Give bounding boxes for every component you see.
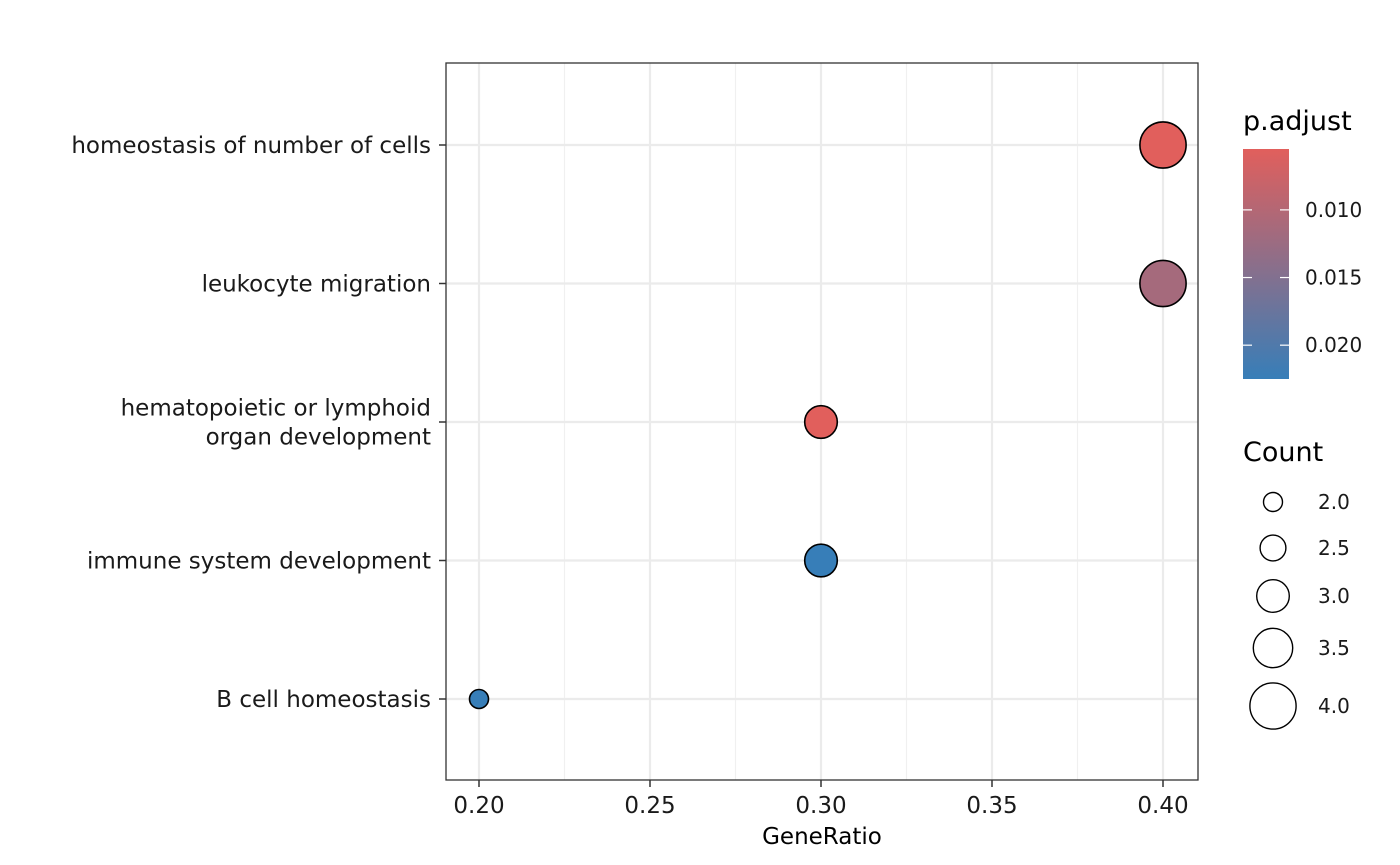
data-point (1139, 121, 1187, 169)
size-legend-label: 3.5 (1318, 636, 1350, 660)
y-tick-label: leukocyte migration (202, 272, 431, 298)
x-tick-label: 0.35 (966, 793, 1017, 819)
size-legend-items: 2.0 2.5 3.0 3.5 4.0 (1249, 490, 1350, 730)
color-legend-title: p.adjust (1243, 106, 1352, 137)
x-axis-title: GeneRatio (762, 824, 882, 850)
size-legend: Count 2.0 2.5 3.0 3.5 4.0 (1243, 437, 1350, 730)
size-legend-key (1252, 627, 1294, 669)
size-legend-key (1249, 682, 1297, 730)
y-tick-label: immune system development (87, 549, 431, 575)
x-tick-label: 0.25 (624, 793, 675, 819)
color-legend: p.adjust 0.010 0.015 0.020 (1243, 106, 1362, 379)
size-legend-key (1255, 579, 1290, 614)
y-tick-label-line: organ development (206, 425, 431, 451)
y-tick-label-line: homeostasis of number of cells (71, 133, 431, 159)
x-tick-label: 0.30 (795, 793, 846, 819)
color-legend-label: 0.010 (1305, 198, 1362, 222)
size-legend-key (1259, 534, 1287, 562)
color-legend-label: 0.015 (1305, 266, 1362, 290)
x-tick-label: 0.40 (1137, 793, 1188, 819)
data-points (468, 121, 1187, 710)
size-legend-label: 2.0 (1318, 490, 1350, 514)
y-axis: homeostasis of number of cells leukocyte … (71, 133, 446, 713)
size-legend-key (1262, 491, 1284, 513)
y-tick-label-line: hematopoietic or lymphoid (121, 396, 431, 422)
y-tick-label: hematopoietic or lymphoid organ developme… (121, 396, 431, 451)
color-legend-label: 0.020 (1305, 333, 1362, 357)
data-point (1139, 259, 1187, 308)
y-tick-label-line: leukocyte migration (202, 272, 431, 298)
y-tick-label: homeostasis of number of cells (71, 133, 431, 159)
size-legend-label: 3.0 (1318, 584, 1350, 608)
y-tick-label: B cell homeostasis (216, 687, 431, 713)
size-legend-label: 4.0 (1318, 694, 1350, 718)
x-tick-label: 0.20 (453, 793, 504, 819)
y-tick-label-line: immune system development (87, 549, 431, 575)
color-legend-ticks: 0.010 0.015 0.020 (1243, 198, 1362, 357)
data-point (803, 404, 839, 440)
grid-lines (446, 63, 1198, 780)
color-legend-bar (1243, 149, 1289, 379)
size-legend-label: 2.5 (1318, 536, 1350, 560)
y-tick-label-line: B cell homeostasis (216, 687, 431, 713)
size-legend-title: Count (1243, 437, 1323, 468)
data-point (468, 688, 490, 710)
x-axis: 0.20 0.25 0.30 0.35 0.40 (453, 780, 1189, 819)
data-point (803, 543, 839, 578)
